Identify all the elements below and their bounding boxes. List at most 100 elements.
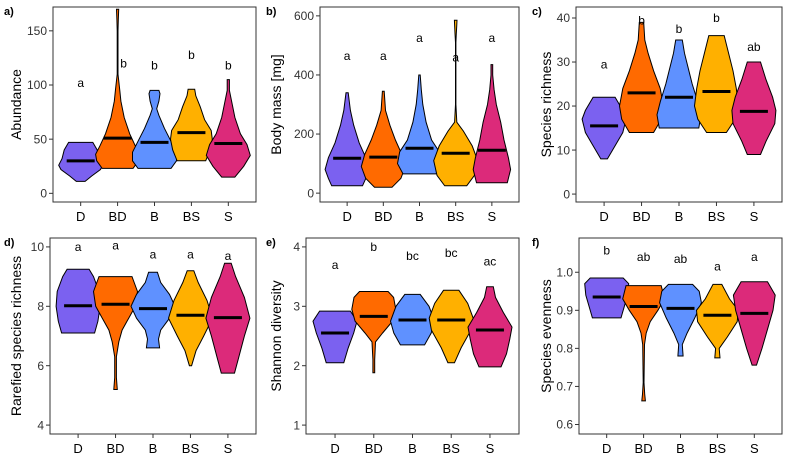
significance-letter: ab <box>747 40 761 54</box>
violin-S <box>732 281 776 366</box>
x-tick-label: S <box>750 209 759 224</box>
y-tick-label: 50 <box>34 132 48 146</box>
y-tick-label: 40 <box>557 11 571 25</box>
y-axis-title: Body mass [mg] <box>268 54 284 154</box>
significance-letter: b <box>638 13 645 27</box>
x-tick-label: BD <box>635 441 653 456</box>
y-tick-label: 3 <box>293 300 300 314</box>
panel-tag: d) <box>4 237 15 249</box>
y-tick-label: 150 <box>27 24 47 38</box>
y-tick-label: 100 <box>27 78 47 92</box>
y-axis-title: Rarefied species richness <box>8 256 24 416</box>
y-axis-title: Species evenness <box>538 279 554 393</box>
panel-e: e) Shannon diversity 1 2 3 4 a Db BD bc Bbc BS ac S <box>266 237 520 456</box>
x-tick-label: BS <box>443 441 461 456</box>
panel-tag: c) <box>532 6 542 18</box>
x-tick-label: S <box>488 209 497 224</box>
violin-D <box>312 310 358 364</box>
x-tick-label: B <box>408 441 417 456</box>
significance-letter: a <box>332 258 339 272</box>
x-tick-label: S <box>750 441 759 456</box>
x-tick-label: D <box>602 441 611 456</box>
x-tick-label: S <box>224 209 233 224</box>
x-tick-label: B <box>149 441 158 456</box>
significance-letter: b <box>151 59 158 73</box>
x-tick-label: BS <box>708 209 726 224</box>
y-tick-label: 400 <box>294 68 314 82</box>
significance-letter: b <box>120 57 127 71</box>
x-tick-label: B <box>675 209 684 224</box>
violin-D <box>581 96 627 160</box>
y-tick-label: 600 <box>294 9 314 23</box>
y-tick-label: 0.7 <box>556 380 573 394</box>
x-tick-label: D <box>342 209 351 224</box>
violin-B <box>132 89 177 169</box>
x-tick-label: BD <box>109 209 127 224</box>
significance-letter: a <box>489 31 496 45</box>
significance-letter: a <box>380 49 387 63</box>
violin-BD <box>618 21 665 133</box>
panel-c: c) Species richness 0 10 20 30 40 a Db BD b Bb BS ab S <box>532 6 783 224</box>
significance-letter: a <box>187 248 194 262</box>
y-tick-label: 0 <box>307 186 314 200</box>
violin-BS <box>695 283 739 359</box>
panel-a: a) Abundance 0 50 100 150 a Db BD b Bb BS b S <box>4 6 257 224</box>
panel-tag: f) <box>532 237 540 249</box>
y-tick-label: 6 <box>37 359 44 373</box>
x-tick-label: BD <box>633 209 651 224</box>
violin-D <box>55 268 101 334</box>
significance-letter: b <box>713 11 720 25</box>
x-tick-label: D <box>76 209 85 224</box>
panel-f: f) Species evenness 0.6 0.7 0.8 0.9 1.0 b Dab BD a… <box>532 237 783 456</box>
panel-b: b) Body mass [mg] 0 200 400 600 a Da BD a Ba BS a S <box>266 6 520 224</box>
y-tick-label: 2 <box>293 359 300 373</box>
y-tick-label: 10 <box>557 143 571 157</box>
panel-tag: e) <box>266 237 276 249</box>
y-tick-label: 4 <box>37 418 44 432</box>
y-tick-label: 1 <box>293 418 300 432</box>
x-tick-label: B <box>415 209 424 224</box>
significance-letter: a <box>75 240 82 254</box>
y-tick-label: 200 <box>294 127 314 141</box>
x-tick-label: BS <box>709 441 727 456</box>
significance-letter: b <box>188 48 195 62</box>
violin-BS <box>433 19 479 187</box>
significance-letter: ac <box>484 254 497 268</box>
x-tick-label: D <box>330 441 339 456</box>
y-tick-label: 8 <box>37 300 44 314</box>
x-tick-label: B <box>676 441 685 456</box>
x-tick-label: BS <box>183 209 201 224</box>
violin-BD <box>622 285 666 402</box>
significance-letter: b <box>225 59 232 73</box>
violin-BD <box>351 291 397 374</box>
x-tick-label: BS <box>182 441 200 456</box>
violin-BD <box>95 8 141 169</box>
y-tick-label: 4 <box>293 240 300 254</box>
significance-letter: ab <box>637 250 651 264</box>
significance-letter: b <box>603 243 610 257</box>
violin-S <box>205 79 251 178</box>
significance-letter: a <box>751 250 758 264</box>
y-axis-title: Shannon diversity <box>268 280 284 391</box>
y-axis-title: Species richness <box>538 52 554 158</box>
violin-S <box>467 286 513 368</box>
y-tick-label: 20 <box>557 99 571 113</box>
significance-letter: a <box>452 50 459 64</box>
y-tick-label: 0.8 <box>556 342 573 356</box>
significance-letter: b <box>370 240 377 254</box>
y-tick-label: 0.9 <box>556 304 573 318</box>
significance-letter: b <box>676 22 683 36</box>
significance-letter: a <box>225 249 232 263</box>
x-tick-label: D <box>73 441 82 456</box>
violin-BS <box>169 88 213 162</box>
significance-letter: a <box>601 57 608 71</box>
significance-letter: ab <box>674 252 688 266</box>
y-tick-label: 10 <box>31 240 45 254</box>
panel-d: d) Rarefied species richness 4 6 8 10 a Da BD a Ba… <box>4 237 257 456</box>
significance-letter: a <box>416 31 423 45</box>
violin-S <box>472 64 512 184</box>
violin-B <box>659 283 702 357</box>
significance-letter: bc <box>445 246 458 260</box>
violin-BS <box>167 270 214 367</box>
